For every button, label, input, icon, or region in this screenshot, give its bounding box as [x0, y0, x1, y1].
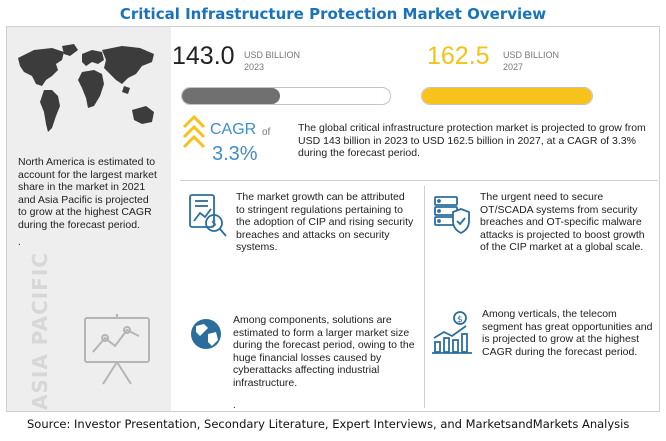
svg-text:$: $ — [457, 315, 463, 325]
horizontal-divider — [180, 180, 658, 181]
market-value-2027: 162.5 — [427, 42, 490, 70]
chevron-up-icon — [182, 114, 206, 149]
bar-chart-growth-icon: $ — [432, 311, 472, 354]
region-label: ASIA PACIFIC — [28, 252, 52, 410]
cagr-value: 3.3% — [212, 143, 258, 165]
cagr-of: of — [262, 127, 271, 138]
progress-fill-2023 — [182, 88, 280, 104]
infographic-frame — [6, 26, 660, 412]
insight-market-growth: The market growth can be attributed to s… — [236, 191, 414, 253]
progress-bar-2023 — [181, 87, 391, 105]
progress-bar-2027 — [421, 87, 593, 105]
growth-analysis-icon: $ — [189, 194, 227, 237]
page-title: Critical Infrastructure Protection Marke… — [119, 5, 547, 23]
cagr-label: CAGR — [210, 121, 257, 138]
market-value-2023: 143.0 — [172, 42, 235, 70]
globe-icon — [191, 319, 221, 349]
region-trailing-dot: . — [18, 237, 21, 248]
svg-text:$: $ — [211, 219, 217, 229]
year-2027: 2027 — [503, 62, 524, 72]
components-trailing-dot: . — [233, 400, 236, 411]
insight-components: Among components, solutions are estimate… — [233, 314, 415, 389]
year-2023: 2023 — [244, 62, 265, 72]
unit-2023: USD BILLION — [244, 50, 301, 60]
unit-2027: USD BILLION — [503, 50, 560, 60]
source-note: Source: Investor Presentation, Secondary… — [27, 417, 630, 431]
market-summary: The global critical infrastructure prote… — [298, 122, 646, 159]
region-description: North America is estimated to account fo… — [18, 156, 157, 231]
insight-verticals: Among verticals, the telecom segment has… — [482, 308, 653, 358]
vertical-divider — [424, 186, 425, 408]
insight-ot-scada-security: The urgent need to secure OT/SCADA syste… — [480, 191, 645, 253]
progress-fill-2027 — [422, 88, 592, 104]
presentation-chart-icon — [84, 314, 150, 385]
world-map-icon — [18, 44, 154, 132]
security-servers-icon — [434, 196, 470, 235]
